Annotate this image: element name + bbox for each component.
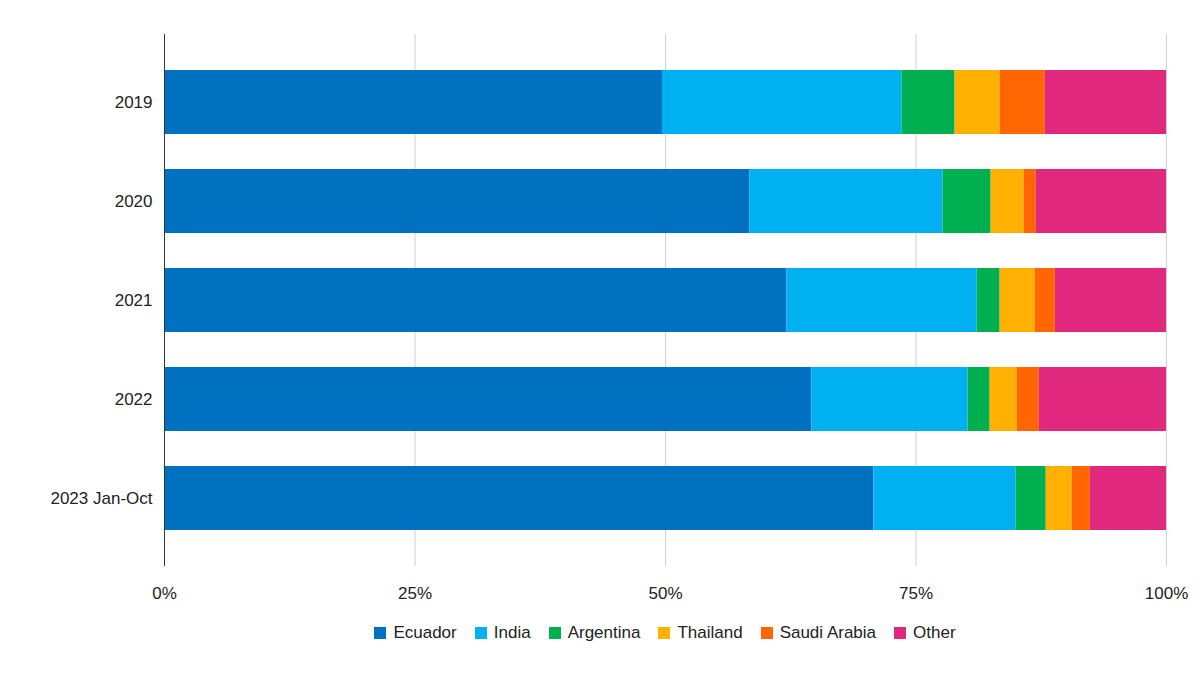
svg-text:2019: 2019 [115, 93, 153, 112]
html-text:India: India [493, 623, 531, 642]
svg-text:2023 Jan-Oct: 2023 Jan-Oct [50, 489, 152, 508]
html-text:Ecuador: Ecuador [393, 623, 457, 642]
svg-text:0%: 0% [152, 584, 177, 603]
html-text:Argentina: Argentina [567, 623, 641, 642]
svg-text:100%: 100% [1145, 584, 1188, 603]
svg-text:2022: 2022 [115, 390, 153, 409]
svg-text:50%: 50% [648, 584, 682, 603]
svg-text:2021: 2021 [115, 291, 153, 310]
html-text:Saudi Arabia: Saudi Arabia [779, 623, 876, 642]
svg-text:2020: 2020 [115, 192, 153, 211]
svg-text:75%: 75% [899, 584, 933, 603]
html-text:Thailand: Thailand [677, 623, 743, 642]
html-text:Other: Other [913, 623, 956, 642]
svg-text:25%: 25% [398, 584, 432, 603]
